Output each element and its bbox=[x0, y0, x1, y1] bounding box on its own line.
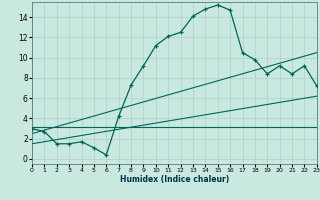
X-axis label: Humidex (Indice chaleur): Humidex (Indice chaleur) bbox=[120, 175, 229, 184]
